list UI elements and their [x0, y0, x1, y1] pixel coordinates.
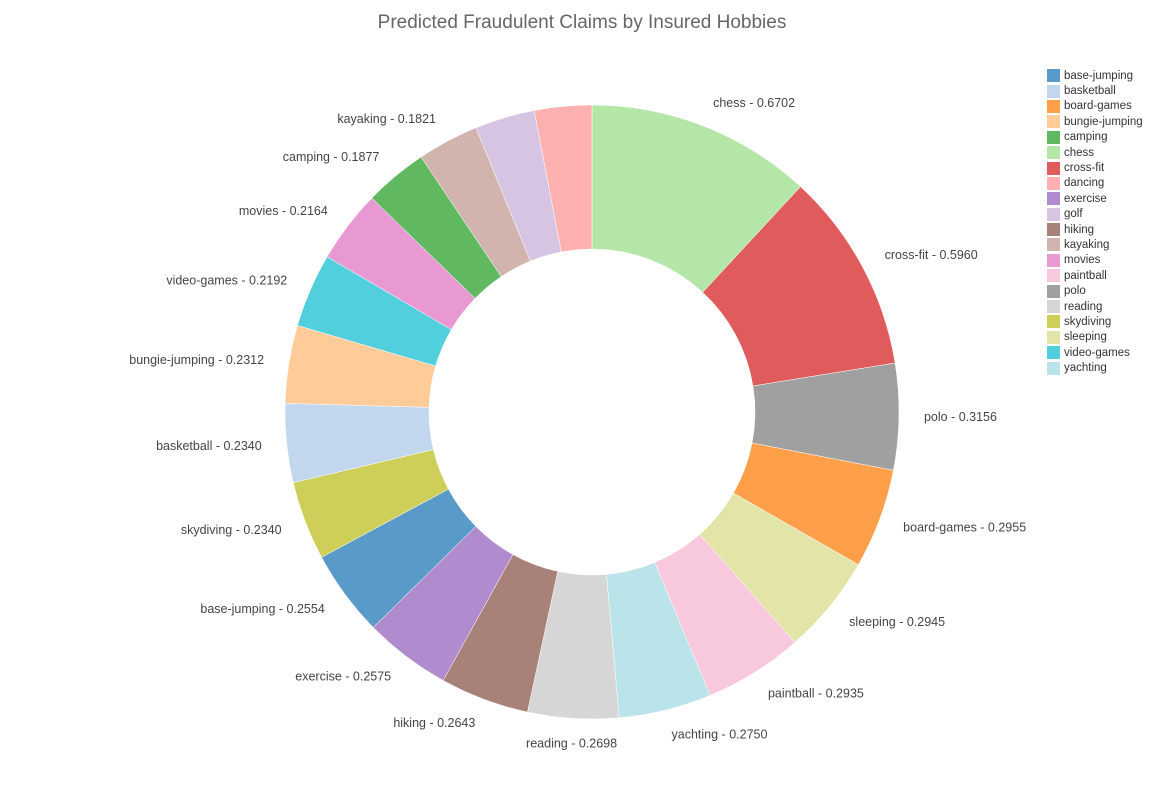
slice-label-exercise: exercise - 0.2575: [295, 669, 391, 683]
slice-label-paintball: paintball - 0.2935: [768, 687, 864, 701]
slice-label-hiking: hiking - 0.2643: [393, 716, 475, 730]
legend-label: kayaking: [1064, 238, 1110, 251]
legend-item-video-games[interactable]: video-games: [1047, 345, 1143, 360]
legend-swatch: [1047, 315, 1060, 329]
legend-swatch: [1047, 192, 1060, 206]
slice-label-basketball: basketball - 0.2340: [156, 439, 262, 453]
legend-swatch: [1047, 176, 1060, 190]
slice-label-video-games: video-games - 0.2192: [166, 273, 287, 287]
legend-item-cross-fit[interactable]: cross-fit: [1047, 160, 1143, 175]
legend-item-camping[interactable]: camping: [1047, 130, 1143, 145]
legend-label: skydiving: [1064, 315, 1112, 328]
legend-swatch: [1047, 146, 1060, 160]
legend-label: yachting: [1064, 362, 1107, 375]
legend-swatch: [1047, 223, 1060, 237]
legend-swatch: [1047, 99, 1060, 113]
legend-label: hiking: [1064, 223, 1095, 236]
legend-swatch: [1047, 161, 1060, 175]
slice-label-camping: camping - 0.1877: [283, 150, 380, 164]
slice-label-yachting: yachting - 0.2750: [672, 727, 768, 741]
legend-label: basketball: [1064, 85, 1116, 98]
slice-label-reading: reading - 0.2698: [526, 736, 617, 750]
legend-item-skydiving[interactable]: skydiving: [1047, 314, 1143, 329]
slice-label-board-games: board-games - 0.2955: [903, 521, 1026, 535]
legend-swatch: [1047, 115, 1060, 129]
slice-label-sleeping: sleeping - 0.2945: [849, 615, 945, 629]
legend-item-sleeping[interactable]: sleeping: [1047, 330, 1143, 345]
legend-label: exercise: [1064, 192, 1107, 205]
legend-label: bungie-jumping: [1064, 115, 1143, 128]
slice-label-bungie-jumping: bungie-jumping - 0.2312: [129, 353, 264, 367]
legend-item-bungie-jumping[interactable]: bungie-jumping: [1047, 114, 1143, 129]
legend-label: chess: [1064, 146, 1095, 159]
slice-label-chess: chess - 0.6702: [713, 96, 795, 110]
legend-item-kayaking[interactable]: kayaking: [1047, 237, 1143, 252]
legend-label: base-jumping: [1064, 69, 1134, 82]
legend-item-hiking[interactable]: hiking: [1047, 222, 1143, 237]
legend-label: polo: [1064, 285, 1086, 298]
legend-label: sleeping: [1064, 331, 1107, 344]
legend-label: reading: [1064, 300, 1103, 313]
legend-label: dancing: [1064, 177, 1105, 190]
legend-swatch: [1047, 207, 1060, 221]
legend-swatch: [1047, 300, 1060, 314]
legend-item-movies[interactable]: movies: [1047, 253, 1143, 268]
legend-label: golf: [1064, 208, 1083, 221]
legend-label: paintball: [1064, 269, 1107, 282]
legend-item-board-games[interactable]: board-games: [1047, 99, 1143, 114]
legend-swatch: [1047, 284, 1060, 298]
slice-label-skydiving: skydiving - 0.2340: [181, 523, 282, 537]
legend: base-jumping basketball board-games bungie-…: [1047, 68, 1143, 376]
legend-swatch: [1047, 269, 1060, 283]
legend-item-reading[interactable]: reading: [1047, 299, 1143, 314]
legend-item-basketball[interactable]: basketball: [1047, 83, 1143, 98]
legend-item-golf[interactable]: golf: [1047, 207, 1143, 222]
legend-item-chess[interactable]: chess: [1047, 145, 1143, 160]
legend-swatch: [1047, 346, 1060, 360]
legend-label: board-games: [1064, 100, 1132, 113]
legend-swatch: [1047, 84, 1060, 98]
legend-swatch: [1047, 330, 1060, 344]
slice-label-polo: polo - 0.3156: [924, 410, 997, 424]
legend-label: movies: [1064, 254, 1101, 267]
legend-item-base-jumping[interactable]: base-jumping: [1047, 68, 1143, 83]
legend-swatch: [1047, 361, 1060, 375]
legend-swatch: [1047, 69, 1060, 83]
legend-label: video-games: [1064, 346, 1130, 359]
slice-label-movies: movies - 0.2164: [239, 204, 328, 218]
legend-label: camping: [1064, 131, 1108, 144]
slice-label-kayaking: kayaking - 0.1821: [337, 112, 436, 126]
slice-label-base-jumping: base-jumping - 0.2554: [200, 602, 324, 616]
legend-swatch: [1047, 238, 1060, 252]
legend-item-dancing[interactable]: dancing: [1047, 176, 1143, 191]
legend-item-exercise[interactable]: exercise: [1047, 191, 1143, 206]
legend-swatch: [1047, 253, 1060, 267]
slice-dancing[interactable]: [533, 104, 593, 253]
legend-label: cross-fit: [1064, 162, 1105, 175]
legend-swatch: [1047, 130, 1060, 144]
legend-item-paintball[interactable]: paintball: [1047, 268, 1143, 283]
chart-title: Predicted Fraudulent Claims by Insured H…: [377, 12, 787, 33]
slice-label-cross-fit: cross-fit - 0.5960: [885, 248, 978, 262]
legend-item-yachting[interactable]: yachting: [1047, 360, 1143, 375]
legend-item-polo[interactable]: polo: [1047, 283, 1143, 298]
